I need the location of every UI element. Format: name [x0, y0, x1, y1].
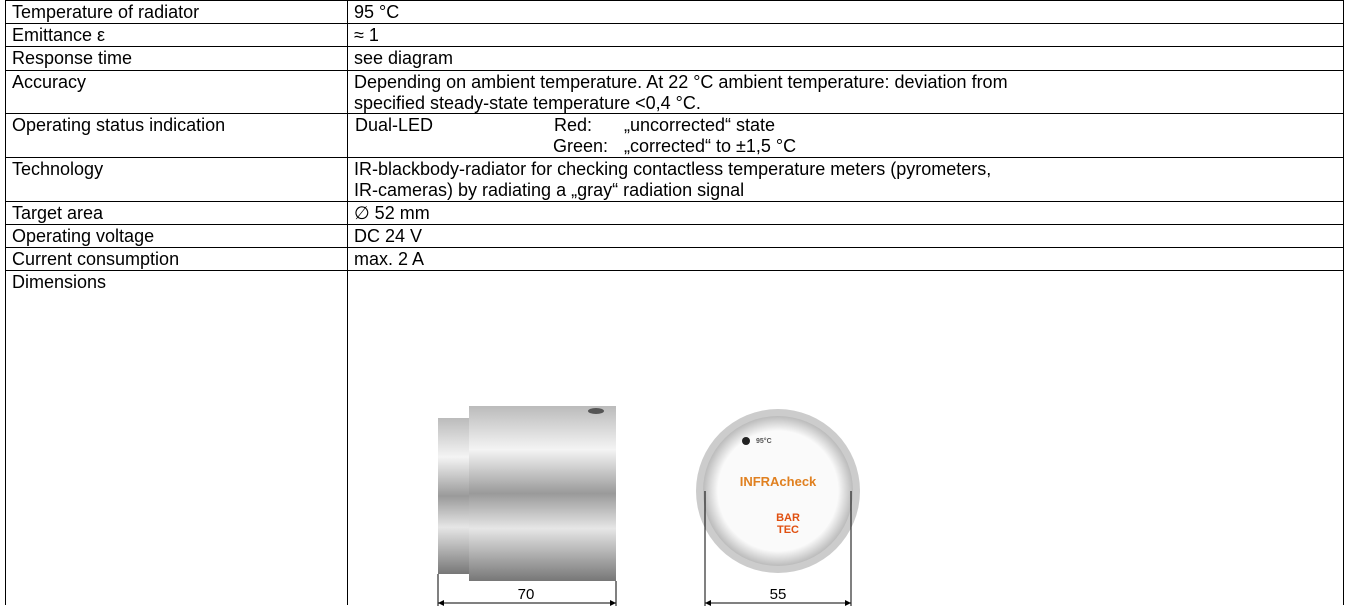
- value-text: IR-cameras) by radiating a „gray“ radiat…: [354, 180, 1337, 201]
- label-cell: Current consumption: [5, 248, 347, 270]
- logo-text: BAR: [776, 512, 800, 524]
- label-text: Response time: [12, 48, 341, 69]
- state-color: Red:: [554, 115, 592, 136]
- state-text: „corrected“ to ±1,5 °C: [624, 136, 796, 157]
- label-cell: Accuracy: [5, 71, 347, 113]
- value-cell: 95 °C: [347, 1, 1344, 23]
- table-row: Response time see diagram: [5, 46, 1344, 70]
- label-cell: Operating voltage: [5, 225, 347, 247]
- label-cell: Target area: [5, 202, 347, 224]
- value-text: 95 °C: [354, 2, 1337, 23]
- state-text: „uncorrected“ state: [624, 115, 775, 136]
- dimension-label: 70: [518, 586, 535, 603]
- value-text: max. 2 A: [354, 249, 1337, 270]
- label-text: Emittance ε: [12, 25, 341, 46]
- value-text: specified steady-state temperature <0,4 …: [354, 93, 1337, 114]
- led-dot: [742, 437, 750, 445]
- logo-text: INFRAcheck: [740, 474, 817, 489]
- table-row: Current consumption max. 2 A: [5, 247, 1344, 270]
- label-text: Temperature of radiator: [12, 2, 341, 23]
- label-text: Current consumption: [12, 249, 341, 270]
- table-row: Emittance ε ≈ 1: [5, 23, 1344, 46]
- label-text: Dimensions: [12, 272, 341, 293]
- state-color: Green:: [553, 136, 608, 157]
- front-face: [703, 416, 853, 566]
- label-text: Operating voltage: [12, 226, 341, 247]
- cylinder-body: [469, 406, 616, 581]
- logo-text: TEC: [777, 524, 799, 536]
- value-text: see diagram: [354, 48, 1337, 69]
- logo-text: 95°C: [756, 437, 772, 445]
- value-cell: max. 2 A: [347, 248, 1344, 270]
- value-text: ≈ 1: [354, 25, 1337, 46]
- label-text: Target area: [12, 203, 341, 224]
- value-cell: ≈ 1: [347, 24, 1344, 46]
- dimension-label: 55: [770, 586, 787, 603]
- label-cell: Emittance ε: [5, 24, 347, 46]
- led-type: Dual-LED: [355, 115, 433, 136]
- value-cell: Dual-LED Red: „uncorrected“ state Green: „co…: [347, 114, 1344, 157]
- value-cell: IR-blackbody-radiator for checking conta…: [347, 158, 1344, 201]
- table-row: Operating status indication Dual-LED Red: „…: [5, 113, 1344, 157]
- table-row: Accuracy Depending on ambient temperature…: [5, 70, 1344, 113]
- table-row: Temperature of radiator 95 °C: [5, 0, 1344, 23]
- value-text: Depending on ambient temperature. At 22 …: [354, 72, 1337, 93]
- label-cell: Technology: [5, 158, 347, 201]
- label-cell: Response time: [5, 47, 347, 70]
- value-cell: DC 24 V: [347, 225, 1344, 247]
- table-row: Target area ∅ 52 mm: [5, 201, 1344, 224]
- value-cell: Depending on ambient temperature. At 22 …: [347, 71, 1344, 113]
- table-row: Operating voltage DC 24 V: [5, 224, 1344, 247]
- cylinder-flange: [438, 418, 470, 574]
- page: Temperature of radiator 95 °C Emittance ε ≈…: [0, 0, 1349, 605]
- label-text: Technology: [12, 159, 341, 180]
- label-cell: Temperature of radiator: [5, 1, 347, 23]
- label-text: Accuracy: [12, 72, 341, 93]
- table-row: Technology IR-blackbody-radiator for chec…: [5, 157, 1344, 201]
- cylinder-hole: [588, 408, 604, 414]
- value-text: ∅ 52 mm: [354, 203, 1337, 224]
- value-cell: ∅ 52 mm: [347, 202, 1344, 224]
- value-text: IR-blackbody-radiator for checking conta…: [354, 159, 1337, 180]
- label-cell: Operating status indication: [5, 114, 347, 157]
- label-text: Operating status indication: [12, 115, 341, 136]
- value-cell: see diagram: [347, 47, 1344, 70]
- value-text: DC 24 V: [354, 226, 1337, 247]
- label-cell: Dimensions: [5, 271, 347, 605]
